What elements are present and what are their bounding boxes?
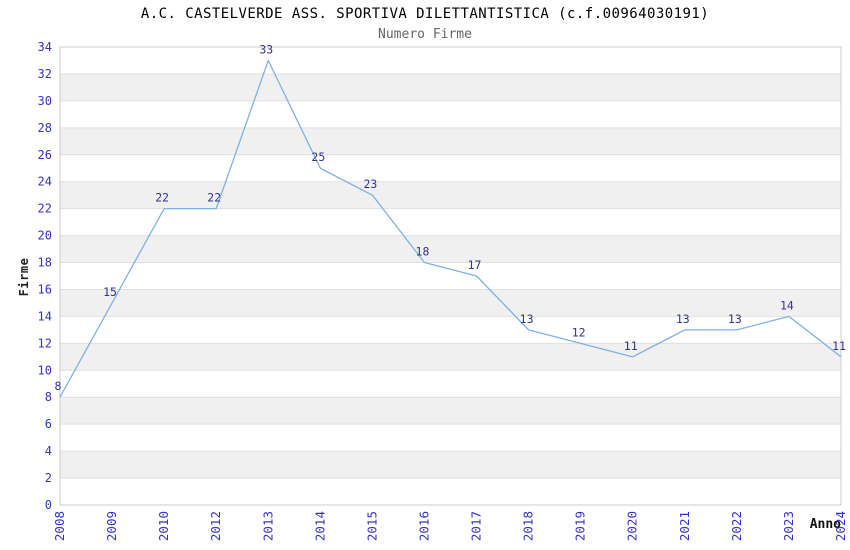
plot-band [60, 397, 841, 425]
x-tick-label: 2014 [312, 511, 327, 541]
y-tick-label: 30 [38, 94, 52, 108]
x-tick-label: 2015 [364, 511, 379, 541]
plot-band [60, 451, 841, 479]
data-point-label: 13 [676, 312, 690, 326]
x-tick-label: 2022 [729, 511, 744, 541]
data-point-label: 14 [780, 298, 794, 312]
x-tick-label: 2021 [677, 511, 692, 541]
y-tick-label: 4 [45, 444, 52, 458]
plot-band [60, 289, 841, 317]
y-tick-label: 12 [38, 336, 52, 350]
chart-subtitle: Numero Firme [378, 27, 472, 42]
x-tick-label: 2023 [781, 511, 796, 541]
chart-title: A.C. CASTELVERDE ASS. SPORTIVA DILETTANT… [140, 6, 710, 22]
plot-band [60, 343, 841, 371]
y-tick-label: 22 [38, 202, 52, 216]
y-tick-label: 16 [38, 282, 52, 296]
data-point-label: 23 [363, 177, 377, 191]
data-point-label: 8 [55, 379, 62, 393]
y-tick-label: 20 [38, 229, 52, 243]
y-tick-label: 28 [38, 121, 52, 135]
x-tick-label: 2010 [156, 511, 171, 541]
y-tick-label: 18 [38, 256, 52, 270]
x-axis-title: Anno [809, 517, 841, 532]
plot-border [59, 46, 842, 506]
x-tick-label: 2009 [104, 511, 119, 541]
plot-band [60, 235, 841, 263]
y-tick-label: 10 [38, 363, 52, 377]
y-tick-label: 14 [38, 309, 52, 323]
x-tick-label: 2013 [260, 511, 275, 541]
data-point-label: 33 [259, 42, 273, 56]
data-point-label: 17 [468, 258, 482, 272]
data-point-label: 18 [416, 245, 430, 259]
data-point-label: 15 [103, 285, 117, 299]
plot-band [60, 73, 841, 101]
y-tick-label: 6 [45, 417, 52, 431]
plot-band [60, 181, 841, 209]
y-tick-label: 8 [45, 390, 52, 404]
data-point-label: 25 [311, 150, 325, 164]
x-tick-label: 2008 [52, 511, 67, 541]
x-tick-label: 2020 [625, 511, 640, 541]
plot-band [60, 127, 841, 155]
data-point-label: 12 [572, 325, 586, 339]
x-tick-label: 2024 [833, 511, 848, 541]
y-tick-label: 0 [45, 498, 52, 512]
series-line [59, 59, 842, 398]
y-tick-label: 24 [38, 175, 52, 189]
y-tick-label: 32 [38, 67, 52, 81]
x-tick-label: 2018 [521, 511, 536, 541]
y-tick-label: 34 [38, 40, 52, 54]
data-point-label: 11 [832, 339, 846, 353]
x-tick-label: 2017 [469, 511, 484, 541]
x-tick-label: 2012 [208, 511, 223, 541]
data-point-label: 11 [624, 339, 638, 353]
data-point-label: 22 [207, 191, 221, 205]
data-point-label: 22 [155, 191, 169, 205]
y-tick-label: 2 [45, 471, 52, 485]
x-tick-label: 2016 [416, 511, 431, 541]
data-point-label: 13 [728, 312, 742, 326]
y-tick-label: 26 [38, 148, 52, 162]
data-point-label: 13 [520, 312, 534, 326]
x-tick-label: 2019 [573, 511, 588, 541]
